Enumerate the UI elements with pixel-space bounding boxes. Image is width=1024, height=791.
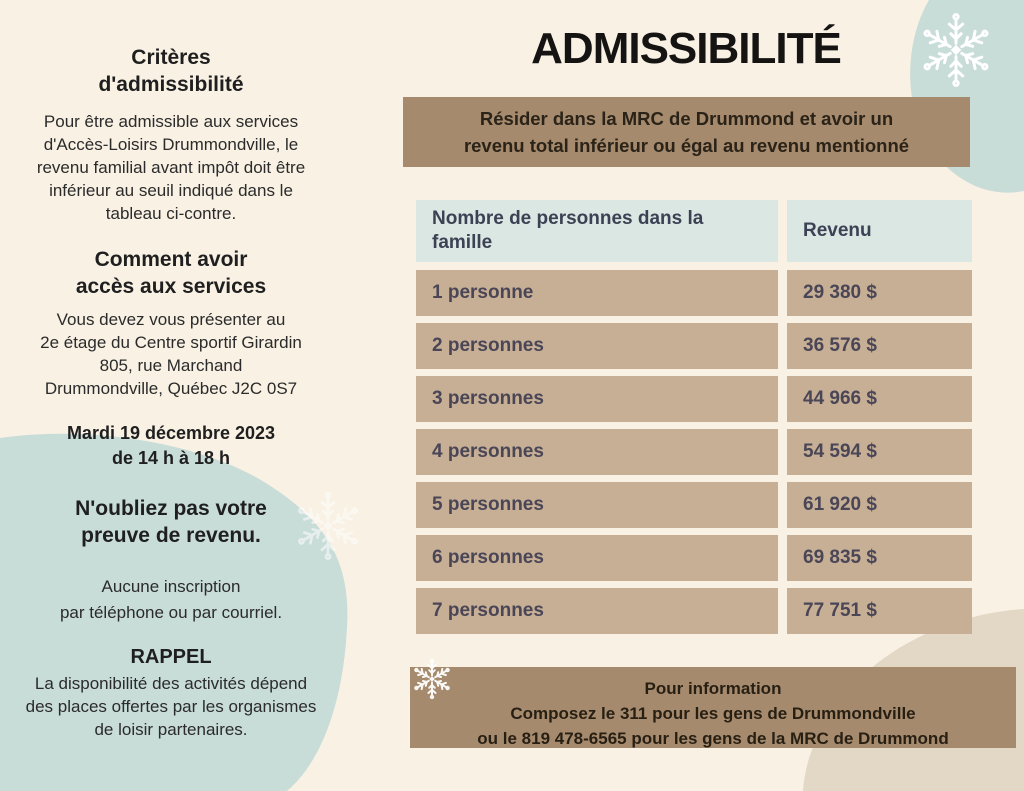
table-row: 4 personnes 54 594 $ [416, 429, 972, 475]
table-row: 7 personnes 77 751 $ [416, 588, 972, 634]
info-banner-phone-mrc: ou le 819 478-6565 pour les gens de la M… [477, 729, 949, 748]
teal-blob-left [0, 433, 348, 791]
rappel-heading: RAPPEL [130, 646, 212, 668]
info-banner-phone-drummondville: Composez le 311 pour les gens de Drummon… [510, 704, 916, 723]
info-banner: Pour information Composez le 311 pour le… [410, 667, 1016, 748]
page-title: ADMISSIBILITÉ [531, 24, 842, 73]
row-value: 54 594 $ [787, 429, 972, 475]
row-label: 6 personnes [416, 535, 778, 581]
eligibility-banner: Résider dans la MRC de Drummond et avoir… [403, 97, 970, 167]
table-row: 6 personnes 69 835 $ [416, 535, 972, 581]
table-row: 3 personnes 44 966 $ [416, 376, 972, 422]
table-header-row: Nombre de personnes dans la famille Reve… [416, 200, 972, 262]
income-table: Nombre de personnes dans la famille Reve… [416, 200, 972, 641]
access-address-text: Vous devez vous présenter au 2e étage du… [40, 310, 302, 398]
row-value: 36 576 $ [787, 323, 972, 369]
row-label: 2 personnes [416, 323, 778, 369]
row-label: 1 personne [416, 270, 778, 316]
row-value: 44 966 $ [787, 376, 972, 422]
table-row: 1 personne 29 380 $ [416, 270, 972, 316]
table-row: 2 personnes 36 576 $ [416, 323, 972, 369]
criteria-heading: Critères d'admissibilité [98, 46, 244, 96]
no-registration-text: Aucune inscription par téléphone ou par … [59, 577, 283, 622]
rappel-text: La disponibilité des activités dépend de… [25, 674, 317, 739]
access-heading: Comment avoir accès aux services [75, 248, 267, 298]
row-value: 29 380 $ [787, 270, 972, 316]
snowflake-icon [412, 659, 452, 699]
row-value: 77 751 $ [787, 588, 972, 634]
table-header-income: Revenu [787, 200, 972, 262]
event-date-text: Mardi 19 décembre 2023 de 14 h à 18 h [66, 423, 276, 468]
row-value: 61 920 $ [787, 482, 972, 528]
criteria-text: Pour être admissible aux services d'Accè… [36, 112, 306, 223]
snowflake-icon [295, 492, 361, 560]
table-body: 1 personne 29 380 $ 2 personnes 36 576 $… [416, 270, 972, 634]
snowflake-icon [920, 13, 992, 87]
proof-reminder-text: N'oubliez pas votre preuve de revenu. [75, 497, 267, 547]
row-label: 7 personnes [416, 588, 778, 634]
row-label: 4 personnes [416, 429, 778, 475]
info-banner-title: Pour information [644, 679, 782, 698]
eligibility-banner-text: Résider dans la MRC de Drummond et avoir… [463, 108, 910, 156]
table-row: 5 personnes 61 920 $ [416, 482, 972, 528]
row-value: 69 835 $ [787, 535, 972, 581]
table-header-people: Nombre de personnes dans la famille [416, 200, 778, 262]
row-label: 3 personnes [416, 376, 778, 422]
row-label: 5 personnes [416, 482, 778, 528]
